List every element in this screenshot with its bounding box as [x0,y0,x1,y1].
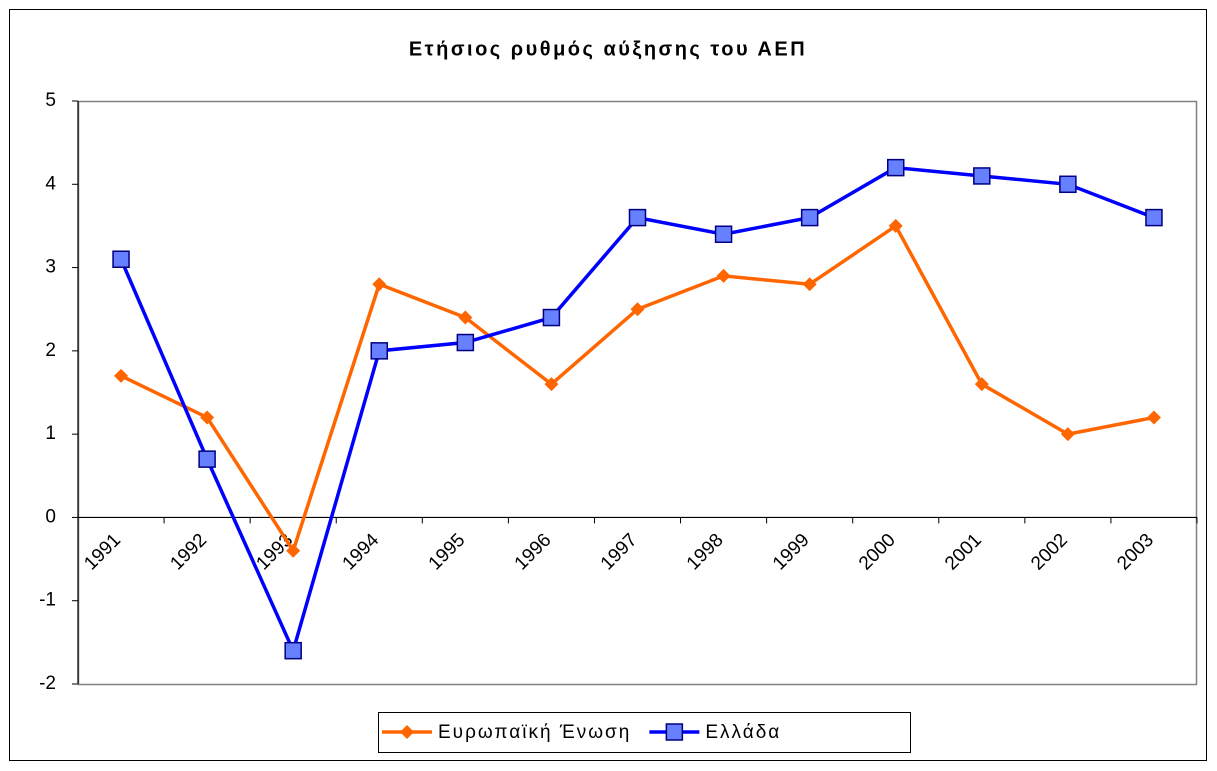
marker [544,377,559,392]
y-tick-label: 2 [45,340,56,361]
chart-title: Ετήσιος ρυθμός αύξησης του ΑΕΠ [409,38,807,60]
marker [802,277,817,292]
legend-label: Ελλάδα [705,722,781,743]
marker [1145,208,1163,227]
marker [973,167,991,185]
marker [628,208,647,227]
marker [112,250,130,268]
marker [1060,427,1075,442]
marker [284,641,302,660]
marker [630,302,645,317]
y-tick-label: 3 [45,257,56,278]
legend-label: Ευρωπαϊκή Ένωση [438,722,631,743]
marker [200,410,215,425]
marker [888,218,903,233]
marker [800,208,819,227]
marker [114,368,129,383]
y-tick-label: 1 [45,423,56,444]
y-tick-label: 5 [45,90,56,111]
marker [1059,175,1077,194]
y-tick-label: -2 [39,673,56,694]
marker [370,342,389,360]
y-tick-label: 0 [45,506,56,527]
marker [400,725,414,739]
marker [286,543,301,558]
marker [542,308,561,327]
marker [665,723,684,741]
marker [456,333,475,352]
y-tick-label: 4 [45,173,56,194]
marker [974,377,989,392]
plot-area [77,100,1198,686]
marker [1146,410,1161,425]
legend [378,712,911,753]
marker [716,268,731,283]
marker [714,225,733,244]
marker [372,277,387,292]
y-tick-label: -1 [39,590,56,611]
marker [458,310,473,325]
marker [886,158,905,177]
marker [198,450,216,468]
